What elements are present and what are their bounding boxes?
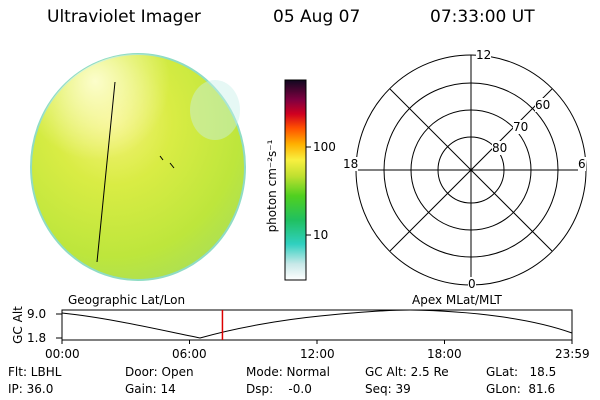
colorbar-gradient: [284, 79, 307, 281]
lat-label-60: 60: [535, 98, 551, 112]
xtick-label-3: 18:00: [427, 347, 462, 361]
instrument-title: Ultraviolet Imager: [47, 7, 201, 27]
track-dash-1: [159, 155, 164, 161]
glat-info: GLat: 18.5: [486, 365, 557, 379]
track-line: [96, 81, 116, 263]
xtick-label-0: 00:00: [45, 347, 80, 361]
colorbar-label-10: 10: [313, 228, 329, 242]
timeline-right-label: Apex MLat/MLT: [412, 293, 502, 307]
dayside-glow: [31, 54, 245, 280]
timeline-left-label: Geographic Lat/Lon: [68, 293, 186, 307]
xtick-label-1: 06:00: [172, 347, 207, 361]
gain-info: Gain: 14: [125, 382, 176, 396]
timeline-ymax: 9.0: [27, 307, 47, 321]
lat-label-70: 70: [513, 120, 529, 134]
lat-label-80: 80: [492, 141, 508, 155]
polar-diag-2: [389, 88, 553, 252]
mode-info: Mode: Normal: [246, 365, 330, 379]
limb-haze: [190, 80, 240, 140]
image-date: 05 Aug 07: [273, 7, 361, 27]
xtick-label-2: 12:00: [300, 347, 335, 361]
mlt-label-18: 18: [343, 157, 359, 171]
mlt-label-6: 6: [578, 157, 586, 171]
gcalt-info: GC Alt: 2.5 Re: [365, 365, 449, 379]
seq-info: Seq: 39: [365, 382, 411, 396]
xtick-label-4: 23:59: [555, 347, 590, 361]
dsp-info: Dsp: -0.0: [246, 382, 312, 396]
mlt-label-12: 12: [476, 48, 492, 62]
door-info: Door: Open: [125, 365, 194, 379]
filter-info: Flt: LBHL: [8, 365, 62, 379]
image-time: 07:33:00 UT: [430, 7, 535, 27]
altitude-curve: [61, 309, 573, 339]
mlt-label-0: 0: [468, 277, 476, 291]
ip-info: IP: 36.0: [8, 382, 54, 396]
glon-info: GLon: 81.6: [486, 382, 556, 396]
track-dash-2: [169, 162, 175, 169]
colorbar-label-100: 100: [313, 140, 336, 154]
timeline-ymin: 1.8: [27, 331, 47, 345]
